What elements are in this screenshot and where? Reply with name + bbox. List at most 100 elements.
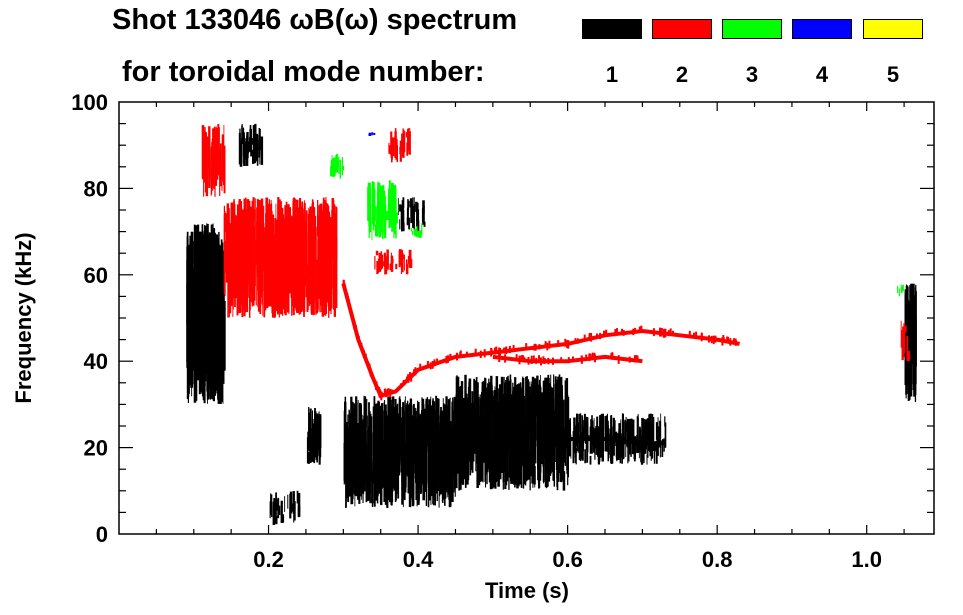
- mode-1-mark: [241, 125, 242, 144]
- mode-2-mark: [271, 220, 273, 244]
- mode-2-mark: [479, 350, 482, 358]
- mode-3-mark: [393, 185, 396, 201]
- mode-2-mark: [331, 209, 333, 297]
- mode-1-mark: [420, 435, 423, 483]
- mode-1-mark: [208, 251, 210, 261]
- mode-1-mark: [610, 415, 613, 440]
- mode-1-mark: [194, 236, 196, 362]
- mode-3-mark: [386, 211, 389, 221]
- mode-1-mark: [365, 460, 367, 481]
- mode-2-mark: [617, 355, 620, 364]
- mode-2-mark: [405, 132, 408, 138]
- mode-1-mark: [651, 414, 654, 451]
- mode-2-mark: [262, 225, 264, 316]
- mode-2-mark: [313, 207, 316, 281]
- mode-1-mark: [353, 420, 356, 495]
- mode-3-mark: [375, 224, 376, 237]
- mode-1-mark: [467, 387, 470, 411]
- mode-2-mark: [900, 320, 902, 348]
- mode-2-mark: [308, 208, 310, 289]
- mode-1-mark: [605, 433, 608, 441]
- mode-2-mark: [504, 354, 507, 363]
- mode-2-mark: [400, 258, 403, 274]
- mode-1-mark: [454, 429, 456, 497]
- mode-1-mark: [508, 412, 510, 478]
- mode-1-mark: [552, 425, 555, 453]
- mode-1-mark: [581, 439, 584, 449]
- mode-2-mark: [213, 144, 215, 184]
- y-axis-label: Frequency (kHz): [11, 232, 36, 403]
- mode-2-mark: [494, 347, 496, 355]
- mode-1-mark: [412, 197, 414, 213]
- mode-1-mark: [491, 444, 494, 489]
- mode-1-mark: [468, 398, 471, 441]
- legend-label-2: 2: [675, 62, 689, 87]
- mode-3-mark: [391, 187, 393, 226]
- mode-2-mark: [436, 358, 439, 365]
- mode-2-mark: [659, 327, 661, 337]
- mode-1-mark: [256, 133, 258, 148]
- mode-2-mark: [594, 354, 596, 363]
- mode-2-mark: [272, 273, 274, 308]
- mode-2-mark: [228, 208, 230, 227]
- mode-2-mark: [308, 227, 311, 278]
- mode-1-mark: [212, 263, 214, 280]
- mode-1-mark: [361, 432, 363, 489]
- mode-2-mark: [721, 337, 724, 346]
- mode-2-mark: [315, 246, 317, 309]
- mode-2-mark: [223, 145, 226, 194]
- mode-2-mark: [255, 240, 258, 265]
- mode-1-mark: [217, 241, 220, 332]
- mode-1-mark: [627, 418, 631, 431]
- mode-3-mark: [331, 163, 333, 173]
- mode-2-mark: [284, 205, 287, 247]
- mode-3-mark: [375, 205, 377, 222]
- mode-1-mark: [476, 438, 479, 488]
- mode-2-mark: [357, 336, 360, 344]
- mode-1-mark: [243, 156, 246, 166]
- mode-1-mark: [243, 135, 245, 163]
- mode-1-mark: [485, 413, 487, 488]
- mode-2-mark: [622, 329, 625, 336]
- mode-2-mark: [327, 221, 330, 307]
- mode-1-mark: [380, 442, 383, 506]
- mode-2-mark: [305, 228, 307, 292]
- mode-1-mark: [559, 385, 561, 457]
- mode-1-mark: [546, 443, 549, 484]
- mode-1-mark: [382, 455, 384, 488]
- mode-1-mark: [451, 406, 454, 488]
- mode-1-mark: [490, 407, 492, 479]
- mode-1-mark: [450, 462, 454, 497]
- mode-2-mark: [281, 269, 284, 303]
- mode-2-mark: [693, 332, 695, 338]
- mode-1-mark: [204, 248, 207, 315]
- mode-1-mark: [482, 380, 484, 414]
- mode-2-mark: [380, 254, 383, 269]
- mode-1-mark: [359, 406, 362, 470]
- mode-1-mark: [444, 405, 447, 462]
- mode-2-mark: [289, 215, 292, 294]
- mode-2-mark: [535, 358, 538, 364]
- x-tick-label: 0.6: [552, 547, 583, 572]
- mode-1-mark: [447, 462, 449, 491]
- mode-1-mark: [596, 416, 599, 440]
- mode-1-mark: [584, 419, 586, 441]
- mode-2-mark: [688, 330, 691, 338]
- mode-1-mark: [189, 239, 191, 309]
- mode-1-mark: [502, 444, 505, 483]
- mode-1-mark: [417, 220, 420, 231]
- mode-1-mark: [638, 441, 640, 459]
- mode-1-mark: [205, 286, 208, 374]
- mode-2-mark: [498, 354, 501, 363]
- mode-1-mark: [567, 405, 569, 478]
- mode-3-mark: [333, 159, 336, 176]
- mode-1-region: [269, 490, 301, 525]
- mode-1-mark: [515, 385, 518, 460]
- mode-1-mark: [217, 363, 220, 392]
- mode-2-mark: [580, 356, 583, 364]
- mode-1-mark: [363, 415, 366, 492]
- mode-1-mark: [241, 124, 243, 139]
- mode-1-mark: [621, 413, 624, 442]
- legend-label-5: 5: [886, 62, 900, 87]
- mode-2-mark: [474, 348, 477, 355]
